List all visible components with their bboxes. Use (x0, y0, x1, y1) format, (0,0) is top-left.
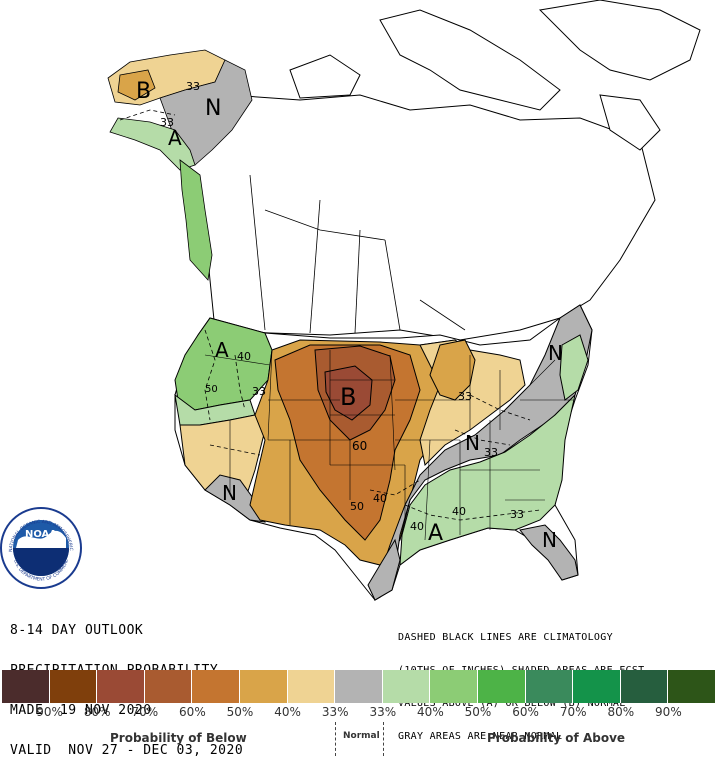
outlook-title-line: 8-14 DAY OUTLOOK (10, 623, 144, 638)
legend-percent-label: 90% (655, 705, 682, 719)
legend-swatch (477, 670, 526, 703)
midwest-normal-label: N (465, 431, 480, 455)
legend-percent-label: 80% (83, 705, 111, 719)
southeast-above-light (399, 393, 576, 567)
legend-swatch (239, 670, 288, 703)
south-contour-40: 40 (373, 492, 387, 505)
made-date-line: MADE 19 NOV 2020 (10, 703, 152, 718)
legend-percent-label: 90% (36, 705, 63, 719)
legend-swatch (97, 670, 145, 703)
south-contour-50: 50 (350, 500, 364, 513)
legend-swatch (668, 670, 716, 703)
noaa-bottom-text: U.S. DEPARTMENT OF COMMERCE (0, 0, 70, 583)
legend-percent-label: 40% (274, 705, 301, 719)
noaa-logo: NOAA NATIONAL OCEANIC AND ATMOSPHERIC AD… (0, 0, 82, 589)
se-contour-40a: 40 (410, 520, 424, 533)
province-boundaries (249, 174, 466, 334)
legend-above-title: Probability of Above (487, 731, 626, 745)
nw-contour-50: 50 (205, 384, 218, 395)
noaa-logo-text: NOAA (25, 529, 57, 540)
precipitation-outlook-map: B N A 33 33 A 40 33 50 B 60 N 50 40 33 N… (0, 0, 701, 601)
legend-percent-label: 33% (321, 705, 349, 719)
ak-contour-33a: 33 (186, 80, 200, 93)
legend-swatch (287, 670, 336, 703)
legend-color-bar (2, 670, 716, 703)
ak-below-label: B (136, 79, 151, 104)
alaska-region (107, 49, 253, 171)
central-below-70 (324, 365, 373, 421)
legend-normal-divider-left (335, 722, 336, 756)
legend-percent-label: 60% (512, 705, 539, 719)
legend-percent-label: 70% (559, 705, 587, 719)
midwest-gold (429, 339, 476, 401)
legend-swatch (382, 670, 431, 703)
conus-region (174, 304, 593, 601)
noaa-ring-text: NATIONAL OCEANIC AND ATMOSPHERIC ADMINIS… (0, 0, 74, 552)
new-england-green (559, 334, 589, 401)
fl-normal-label: N (542, 528, 557, 552)
legend-percent-label: 33% (369, 705, 397, 719)
legend-percent-label: 60% (179, 705, 206, 719)
se-contour-40b: 40 (452, 505, 466, 518)
nw-above-label: A (215, 338, 229, 362)
plains-below-label: B (340, 383, 356, 411)
texas-normal (367, 538, 401, 601)
sw-normal-label: N (222, 481, 237, 505)
notes-line-1: DASHED BLACK LINES ARE CLIMATOLOGY (398, 632, 613, 643)
alaska-gold-spot (117, 69, 156, 101)
legend-normal-divider-right (383, 722, 384, 756)
legend-swatch (144, 670, 193, 703)
florida-normal (519, 524, 579, 581)
midwest-contour-33b: 33 (484, 446, 498, 459)
legend-swatch (192, 670, 240, 703)
legend-swatch (525, 670, 574, 703)
legend-percent-label: 50% (464, 705, 492, 719)
plains-contour-60: 60 (352, 439, 367, 453)
midwest-contour-33: 33 (458, 390, 472, 403)
ak-contour-33b: 33 (160, 116, 174, 129)
legend-normal-title: Normal (343, 731, 380, 741)
legend-swatch (2, 670, 50, 703)
svg-text:U.S. DEPARTMENT OF COMMERCE: U.S. DEPARTMENT OF COMMERCE (0, 0, 70, 583)
legend-swatch (335, 670, 383, 703)
ak-above-label: A (168, 126, 182, 150)
legend-percent-label: 50% (226, 705, 254, 719)
se-contour-33: 33 (510, 508, 524, 521)
legend-swatch (49, 670, 98, 703)
nw-contour-40: 40 (237, 350, 251, 363)
legend-swatch (620, 670, 669, 703)
legend-swatch (573, 670, 621, 703)
state-boundaries (204, 349, 575, 541)
legend-percent-label: 80% (607, 705, 635, 719)
canada-landmass (184, 0, 701, 341)
legend-percent-label: 40% (417, 705, 444, 719)
nw-contour-33: 33 (252, 385, 266, 398)
notes-line-4: GRAY AREAS ARE NEAR-NORMAL (398, 731, 563, 742)
legend-swatch (430, 670, 478, 703)
sw-tan (179, 414, 266, 506)
bc-coast-above (179, 159, 213, 281)
notes-line-3: VALUES ABOVE (A) OR BELOW (B) NORMAL (398, 698, 626, 709)
climatology-lines (119, 109, 541, 521)
ak-normal-label: N (205, 96, 221, 121)
valid-date-line: VALID NOV 27 - DEC 03, 2020 (10, 743, 244, 758)
svg-text:NATIONAL OCEANIC AND ATMOSPHER: NATIONAL OCEANIC AND ATMOSPHERIC ADMINIS… (0, 0, 74, 552)
legend-percent-labels: 90% 80% 70% 60% 50% 40% 33% 33% 40% 50% 60% 70% 80% 9… (2, 705, 716, 721)
se-above-label: A (428, 521, 443, 546)
map-labels: B N A 33 33 A 40 33 50 B 60 N 50 40 33 N… (136, 79, 563, 552)
legend-percent-label: 70% (131, 705, 159, 719)
ne-normal-label: N (548, 341, 563, 365)
legend-below-title: Probability of Below (110, 731, 247, 745)
